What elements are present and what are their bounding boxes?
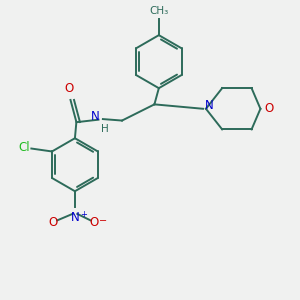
Text: H: H [101, 124, 109, 134]
Text: O: O [265, 102, 274, 115]
Text: −: − [99, 216, 107, 226]
Text: O: O [89, 216, 99, 229]
Text: N: N [70, 211, 79, 224]
Text: CH₃: CH₃ [149, 6, 169, 16]
Text: O: O [48, 216, 58, 229]
Text: O: O [64, 82, 74, 94]
Text: Cl: Cl [18, 141, 30, 154]
Text: N: N [206, 99, 214, 112]
Text: +: + [80, 210, 87, 219]
Text: N: N [91, 110, 99, 123]
